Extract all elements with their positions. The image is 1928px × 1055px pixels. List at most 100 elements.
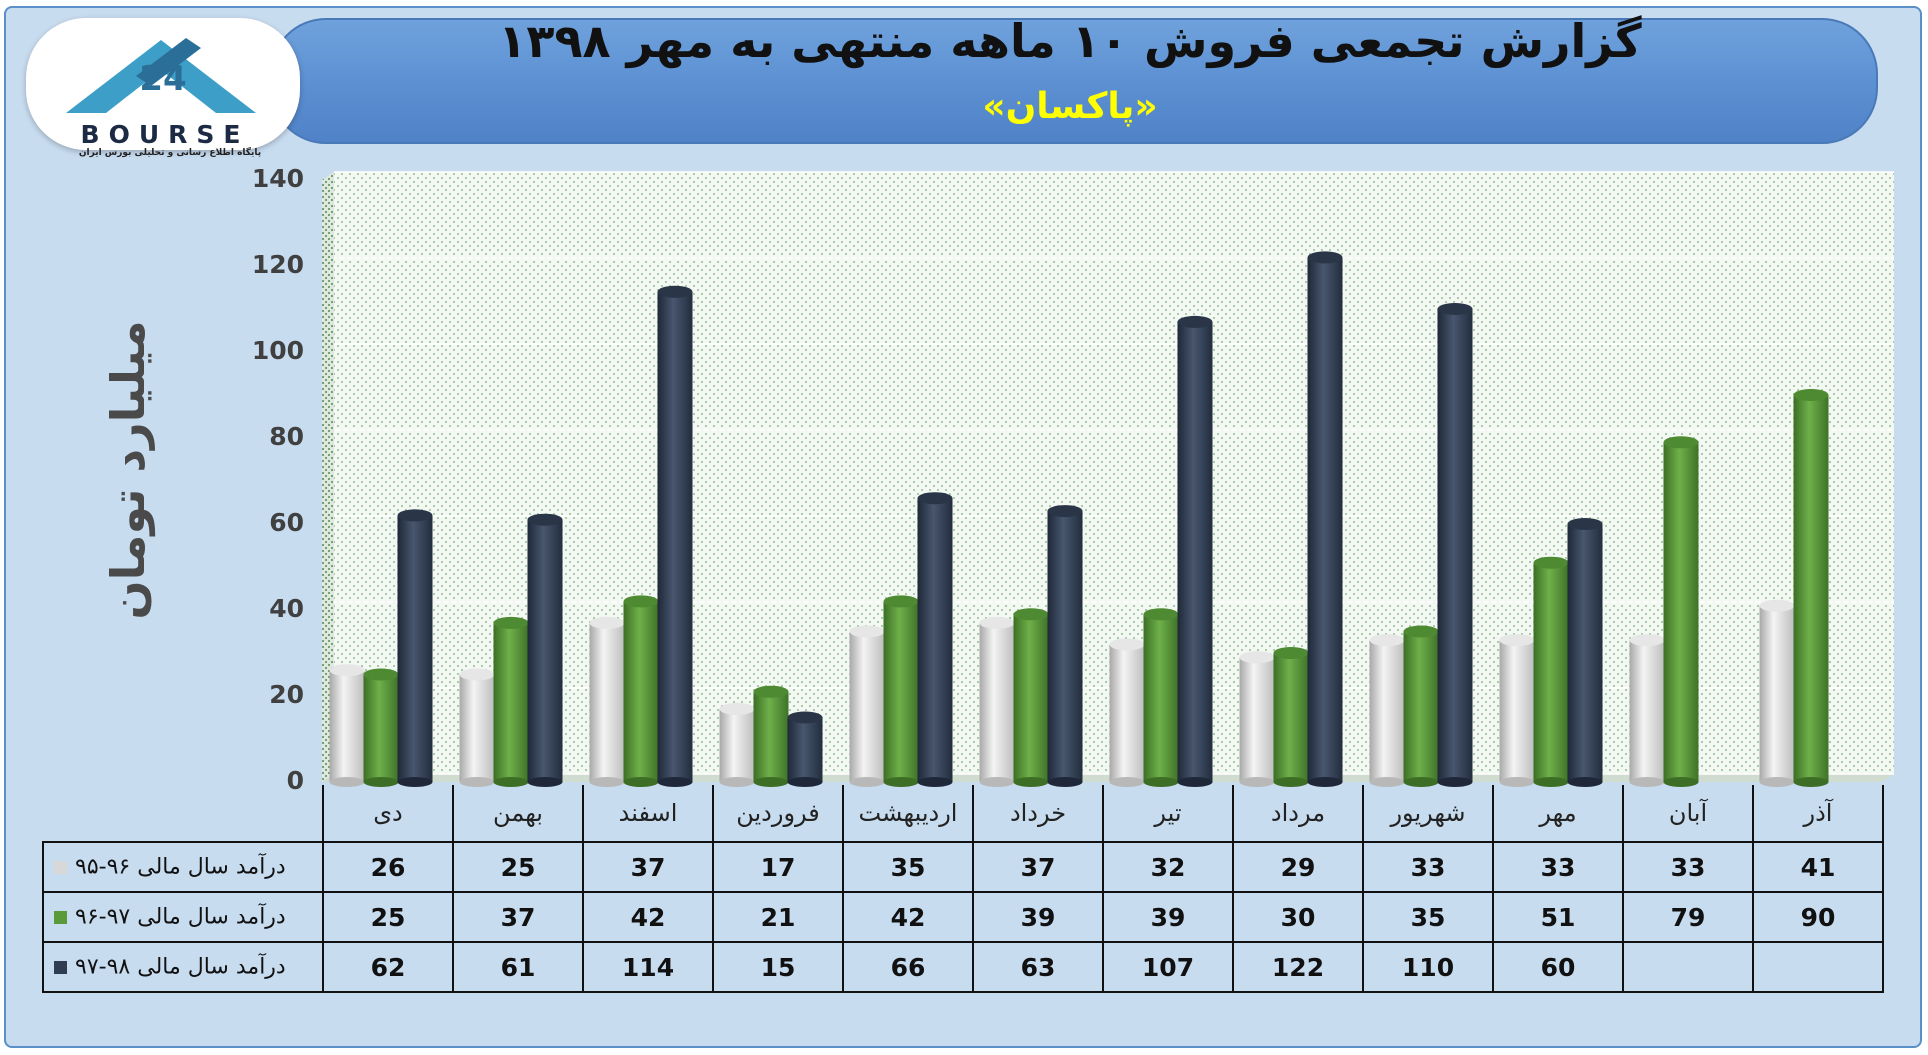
x-tick-label: آبان <box>1622 785 1754 843</box>
data-label: 21 <box>712 891 844 943</box>
y-tick-label: 120 <box>251 250 304 279</box>
logo-caption: پایگاه اطلاع رسانی و تحلیلی بورس ایران <box>78 148 262 158</box>
x-tick-label: شهریور <box>1362 785 1494 843</box>
table-row: درآمد سال مالی ۹۶-۹۵ 26 25 37 17 35 37 32 29 33 33… <box>42 841 1884 893</box>
bar <box>1109 638 1145 787</box>
logo-wordmark: BOURSE <box>80 120 250 149</box>
data-label: 33 <box>1622 841 1754 893</box>
data-label: 37 <box>452 891 584 943</box>
legend-label: درآمد سال مالی ۹۸-۹۷ <box>75 954 286 980</box>
x-tick-label: تیر <box>1102 785 1234 843</box>
bar <box>787 711 823 787</box>
y-axis-label: میلیارد تومان <box>101 320 155 620</box>
bar <box>363 668 399 787</box>
data-label: 39 <box>972 891 1104 943</box>
x-tick-label: خرداد <box>972 785 1104 843</box>
svg-text:24: 24 <box>139 59 186 99</box>
data-label: 17 <box>712 841 844 893</box>
legend-label: درآمد سال مالی ۹۶-۹۵ <box>75 854 286 880</box>
data-label: 41 <box>1752 841 1884 893</box>
x-tick-label: مرداد <box>1232 785 1364 843</box>
data-label: 35 <box>842 841 974 893</box>
data-label: 32 <box>1102 841 1234 893</box>
bar <box>1047 505 1083 787</box>
data-label: 90 <box>1752 891 1884 943</box>
legend-entry: درآمد سال مالی ۹۶-۹۵ <box>42 841 324 893</box>
x-tick-label: فروردین <box>712 785 844 843</box>
bar <box>1143 608 1179 787</box>
data-label: 61 <box>452 941 584 993</box>
legend-entry: درآمد سال مالی ۹۷-۹۶ <box>42 891 324 943</box>
data-label: 63 <box>972 941 1104 993</box>
bars <box>329 251 1829 787</box>
data-label: 15 <box>712 941 844 993</box>
data-label: 79 <box>1622 891 1754 943</box>
x-tick-label: مهر <box>1492 785 1624 843</box>
bar <box>589 616 625 787</box>
x-tick-label: آذر <box>1752 785 1884 843</box>
data-label: 25 <box>452 841 584 893</box>
legend-swatch <box>54 860 67 874</box>
data-label: 66 <box>842 941 974 993</box>
chart-title: گزارش تجمعی فروش ۱۰ ماهه منتهی به مهر ۱۳… <box>498 14 1642 68</box>
data-label: 122 <box>1232 941 1364 993</box>
bar <box>883 595 919 787</box>
legend-swatch <box>54 960 67 974</box>
data-label: 25 <box>322 891 454 943</box>
legend-entry: درآمد سال مالی ۹۸-۹۷ <box>42 941 324 993</box>
data-label: 29 <box>1232 841 1364 893</box>
x-tick-label: بهمن <box>452 785 584 843</box>
bar <box>1369 634 1405 787</box>
data-label: 51 <box>1492 891 1624 943</box>
bar <box>1533 556 1569 787</box>
bar <box>1403 625 1439 787</box>
data-label: 37 <box>582 841 714 893</box>
data-label <box>1752 941 1884 993</box>
bar <box>1307 251 1343 787</box>
y-tick-label: 140 <box>251 164 304 193</box>
bar <box>1177 315 1213 787</box>
y-tick-label: 80 <box>269 422 304 451</box>
bar <box>753 685 789 787</box>
table-row: درآمد سال مالی ۹۸-۹۷ 62 61 114 15 66 63 107 122 1… <box>42 941 1884 993</box>
bar <box>979 616 1015 787</box>
data-label: 110 <box>1362 941 1494 993</box>
y-tick-label: 20 <box>269 680 304 709</box>
bar <box>329 664 365 787</box>
bar <box>1239 651 1275 787</box>
y-tick-label: 60 <box>269 508 304 537</box>
x-tick-label: اسفند <box>582 785 714 843</box>
data-label: 60 <box>1492 941 1624 993</box>
table-row: درآمد سال مالی ۹۷-۹۶ 25 37 42 21 42 39 39 30 35 51… <box>42 891 1884 943</box>
data-label: 33 <box>1492 841 1624 893</box>
bar <box>1273 647 1309 787</box>
bar <box>1437 303 1473 787</box>
bar <box>1663 436 1699 787</box>
legend-label: درآمد سال مالی ۹۷-۹۶ <box>75 904 286 930</box>
bar <box>1013 608 1049 787</box>
logo-mark-icon: 24 <box>66 38 256 113</box>
data-label: 37 <box>972 841 1104 893</box>
legend-swatch <box>54 910 67 924</box>
x-tick-label: اردیبهشت <box>842 785 974 843</box>
y-tick-label: 40 <box>269 594 304 623</box>
data-label: 33 <box>1362 841 1494 893</box>
title-banner <box>270 18 1878 144</box>
bar <box>527 513 563 787</box>
table-header-row: دی بهمن اسفند فروردین اردیبهشت خرداد تیر مرداد ش… <box>43 785 1884 843</box>
data-label <box>1622 941 1754 993</box>
table-corner <box>43 785 324 842</box>
data-label: 35 <box>1362 891 1494 943</box>
bar <box>1567 518 1603 787</box>
bar <box>657 285 693 787</box>
data-label: 30 <box>1232 891 1364 943</box>
data-table: دی بهمن اسفند فروردین اردیبهشت خرداد تیر مرداد ش… <box>42 785 1884 993</box>
bar <box>1793 389 1829 787</box>
data-label: 42 <box>582 891 714 943</box>
bar <box>1629 634 1665 787</box>
logo: 24 BOURSE پایگاه اطلاع رسانی و تحلیلی بو… <box>26 18 300 158</box>
bar <box>1499 634 1535 787</box>
x-tick-label: دی <box>322 785 454 843</box>
grid-lines <box>334 171 1894 775</box>
